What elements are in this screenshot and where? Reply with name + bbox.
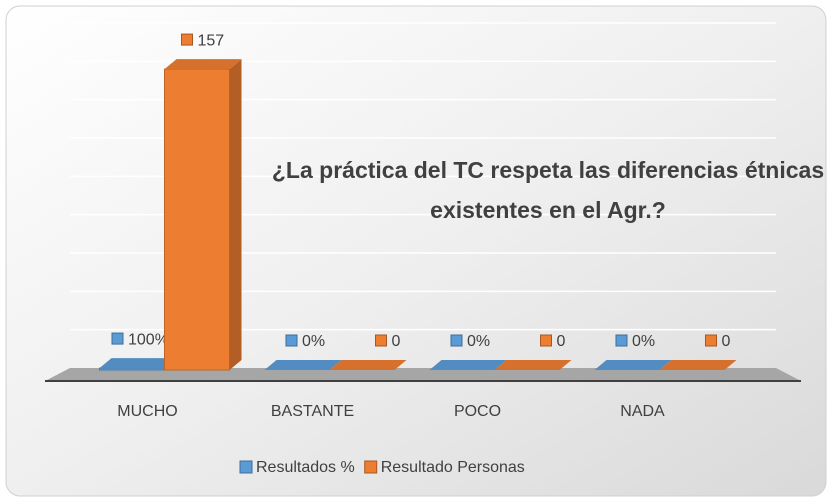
x-tick-label: BASTANTE (271, 403, 354, 420)
bar-top (329, 360, 407, 370)
legend-label: Resultado Personas (381, 459, 525, 476)
bar (164, 68, 230, 371)
x-tick-label: MUCHO (117, 403, 177, 420)
bar-top (494, 360, 572, 370)
data-label-marker (375, 334, 387, 347)
legend-marker (239, 460, 253, 474)
bar-top (164, 59, 242, 70)
bar-top (594, 360, 672, 370)
x-tick-label: NADA (620, 403, 665, 420)
data-label-marker (540, 334, 552, 347)
bar-top (659, 360, 737, 370)
data-label-marker (705, 334, 717, 347)
data-label: 0% (632, 333, 655, 350)
data-label: 0 (392, 333, 401, 350)
data-label-marker (285, 334, 298, 347)
data-label-marker (181, 33, 193, 46)
chart-title: ¿La práctica del TC respeta las diferenc… (271, 157, 825, 223)
bar-side (229, 59, 242, 370)
legend-marker (364, 460, 378, 474)
data-label-marker (615, 334, 628, 347)
bar-top (429, 360, 507, 370)
data-label: 157 (198, 32, 225, 49)
bar-top (99, 358, 177, 369)
x-tick-label: POCO (454, 403, 501, 420)
data-label-marker (450, 334, 463, 347)
data-label: 0% (302, 333, 325, 350)
data-label: 0 (722, 333, 731, 350)
data-label-marker (111, 332, 124, 345)
bar (99, 367, 165, 371)
data-label: 0% (467, 333, 490, 350)
legend-label: Resultados % (256, 459, 355, 476)
data-label: 0 (557, 333, 566, 350)
chart-background (5, 5, 827, 497)
bar-top (264, 360, 342, 370)
floor (45, 368, 801, 381)
data-label: 100% (128, 331, 169, 348)
